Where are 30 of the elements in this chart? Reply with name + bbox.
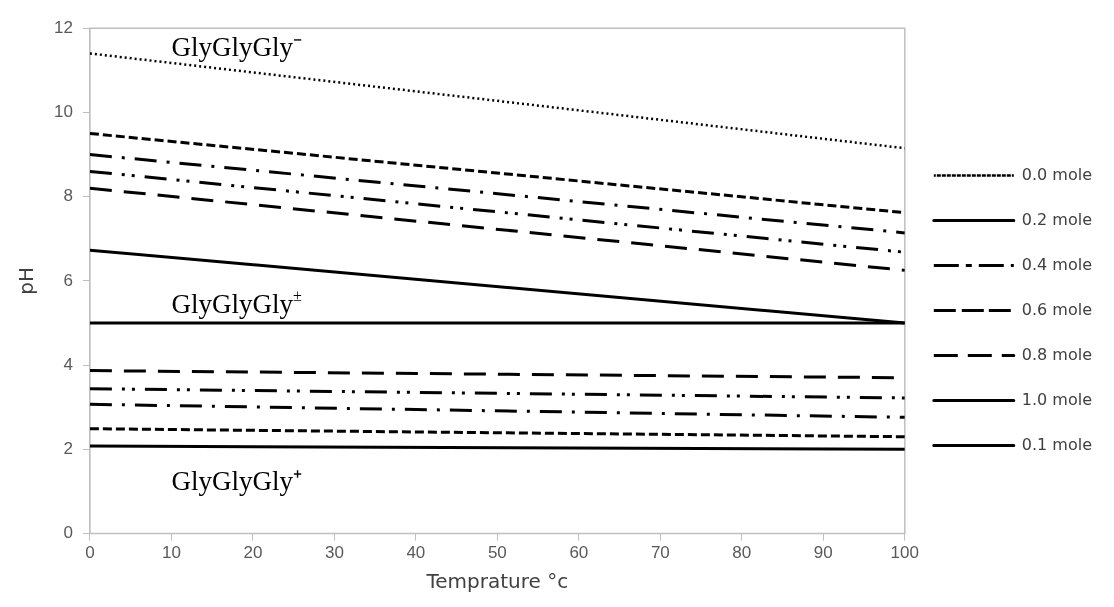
- y-axis-title: pH: [14, 267, 39, 295]
- x-tick-label: 100: [890, 543, 919, 563]
- y-tick-label: 2: [63, 439, 73, 459]
- x-tick-label: 50: [487, 543, 507, 563]
- legend-label: 0.2 mole: [1021, 209, 1093, 229]
- legend-label: 1.0 mole: [1021, 389, 1093, 409]
- x-tick-label: 30: [324, 543, 344, 563]
- y-tick-label: 6: [63, 270, 73, 290]
- y-tick-label: 10: [53, 102, 73, 122]
- x-tick-label: 60: [569, 543, 589, 563]
- annotation: GlyGlyGly⁻: [171, 31, 302, 62]
- x-tick-label: 70: [650, 543, 670, 563]
- annotation: GlyGlyGly±: [171, 287, 302, 320]
- x-axis-title: Temprature °c: [425, 569, 569, 594]
- y-tick-label: 4: [63, 354, 73, 374]
- legend-label: 0.4 mole: [1021, 254, 1093, 274]
- y-tick-label: 0: [63, 523, 73, 543]
- annotation: GlyGlyGly⁺: [171, 466, 302, 497]
- x-tick-label: 10: [161, 543, 181, 563]
- legend-label: 0.8 mole: [1021, 344, 1093, 364]
- legend-label: 0.6 mole: [1021, 299, 1093, 319]
- legend-label: 0.0 mole: [1021, 164, 1093, 184]
- x-tick-label: 90: [813, 543, 833, 563]
- y-tick-label: 8: [63, 186, 73, 206]
- legend-label: 0.1 mole: [1021, 434, 1093, 454]
- x-tick-label: 80: [732, 543, 752, 563]
- y-tick-label: 12: [53, 17, 73, 37]
- x-tick-label: 40: [406, 543, 426, 563]
- x-tick-label: 0: [85, 543, 95, 563]
- x-tick-label: 20: [243, 543, 263, 563]
